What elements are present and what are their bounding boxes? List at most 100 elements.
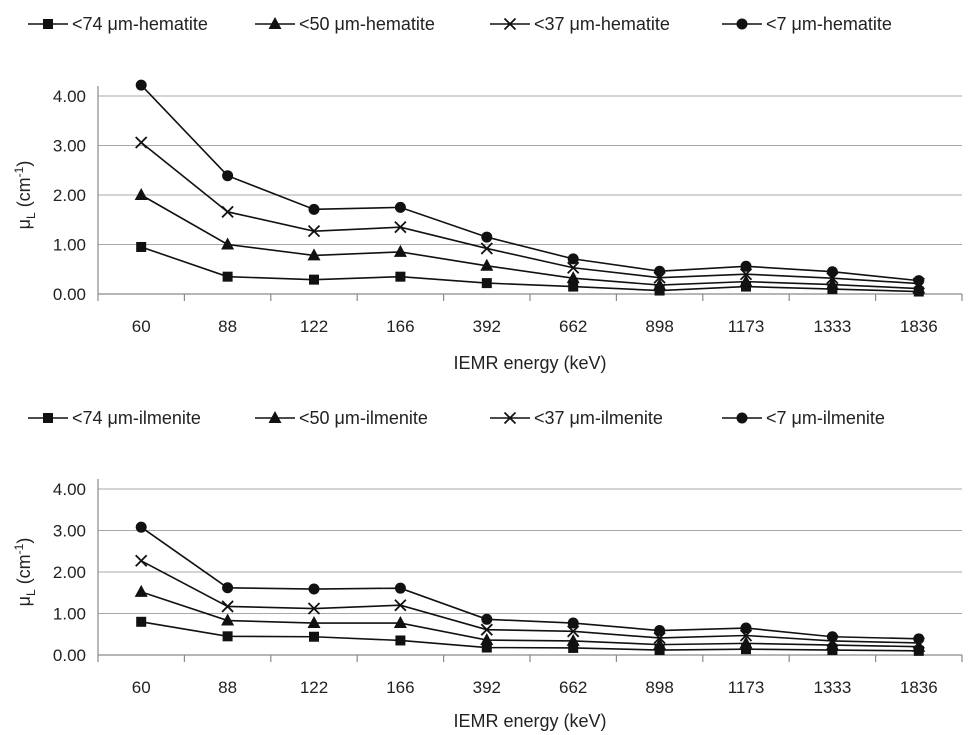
x-tick-label: 898: [645, 317, 673, 336]
x-tick-label: 88: [218, 678, 237, 697]
chart-1: 0.00 1.00 2.00 3.00 4.00 60 88 122 166 392 662 898 1…: [12, 14, 963, 373]
legend-marker: [736, 18, 748, 30]
y-axis-title-part: L: [24, 212, 38, 219]
data-point: [309, 631, 319, 642]
series-line: [141, 621, 919, 652]
data-point: [654, 645, 665, 656]
legend-label: <50 μm-hematite: [299, 14, 435, 34]
x-tick-label: 1333: [813, 317, 851, 336]
legend-marker: [736, 412, 748, 424]
x-tick-label: 122: [300, 317, 328, 336]
y-axis-title-part: (cm: [14, 554, 34, 589]
data-point: [136, 616, 147, 627]
x-tick-label: 122: [300, 678, 328, 697]
data-point: [308, 583, 320, 595]
data-point: [134, 584, 148, 597]
data-point: [135, 554, 148, 567]
chart-2: 0.00 1.00 2.00 3.00 4.00 60 88 122 166 392 662 898 1…: [12, 408, 963, 731]
data-point: [222, 271, 233, 282]
legend-item: <7 μm-ilmenite: [722, 408, 885, 428]
data-point: [739, 268, 753, 281]
data-point: [221, 613, 235, 626]
data-point: [481, 613, 493, 625]
data-point: [221, 205, 234, 218]
legend: <74 μm-ilmenite <50 μm-ilmenite <37 μm-ilm…: [28, 408, 885, 428]
data-point: [136, 241, 147, 252]
x-tick-label: 392: [473, 317, 501, 336]
y-tick-label: 3.00: [53, 522, 86, 541]
data-point: [394, 221, 407, 234]
y-axis-title-part: μ: [14, 596, 34, 606]
x-tick-label: 1836: [900, 678, 938, 697]
legend-label: <50 μm-ilmenite: [299, 408, 428, 428]
data-point: [826, 266, 838, 278]
data-point-stroke-b: [394, 599, 407, 612]
x-tick-label: 1173: [728, 317, 765, 336]
series-cross: [135, 136, 925, 290]
data-point-stroke-b: [567, 625, 580, 638]
data-point-stroke-b: [307, 224, 321, 238]
data-point: [395, 271, 406, 282]
legend-label: <37 μm-ilmenite: [534, 408, 663, 428]
data-point: [480, 633, 494, 646]
series-line: [140, 194, 919, 290]
data-point: [135, 79, 147, 91]
data-point: [567, 617, 579, 629]
data-point: [653, 278, 667, 291]
data-point-stroke-b: [394, 221, 407, 234]
series-square: [136, 616, 924, 656]
data-point: [826, 631, 838, 643]
legend-marker: [503, 17, 517, 31]
data-point: [825, 638, 839, 651]
data-point: [654, 285, 665, 296]
data-point: [393, 616, 407, 629]
y-tick-label: 3.00: [53, 137, 86, 156]
data-point: [567, 625, 580, 638]
data-point: [739, 274, 753, 287]
legend-marker: [43, 19, 53, 29]
legend-item: <50 μm-ilmenite: [255, 408, 428, 428]
legend-label: <74 μm-hematite: [72, 14, 208, 34]
x-tick-label: 1333: [813, 678, 851, 697]
legend-label: <7 μm-hematite: [766, 14, 892, 34]
y-axis-title-part: ): [14, 161, 34, 167]
y-axis-title-part: L: [24, 589, 38, 596]
legend-label: <7 μm-ilmenite: [766, 408, 885, 428]
data-point: [480, 258, 494, 271]
data-point: [566, 271, 580, 284]
data-point-stroke-b: [307, 602, 321, 615]
data-point: [653, 637, 667, 650]
x-tick-label: 898: [645, 678, 673, 697]
data-point: [480, 242, 493, 255]
legend-item: <7 μm-hematite: [722, 14, 892, 34]
data-point: [309, 274, 319, 285]
x-tick-label: 166: [386, 317, 414, 336]
series-circle: [135, 521, 925, 645]
data-point-stroke-b: [221, 205, 234, 218]
data-point-stroke-b: [221, 600, 234, 613]
data-point-stroke-b: [739, 268, 753, 281]
x-tick-label: 60: [132, 678, 151, 697]
data-point: [222, 582, 234, 594]
data-point: [568, 281, 579, 292]
data-point: [912, 281, 926, 294]
series-line: [140, 141, 919, 285]
data-point: [222, 170, 234, 182]
series-line: [140, 526, 919, 640]
y-axis-title-part: ): [14, 538, 34, 544]
data-point: [740, 622, 752, 634]
legend-item: <50 μm-hematite: [255, 14, 435, 34]
y-axis-title-part: -1: [12, 543, 26, 554]
data-point: [221, 237, 235, 250]
data-point: [307, 224, 321, 238]
legend-marker: [268, 411, 282, 423]
y-tick-label: 1.00: [53, 236, 86, 255]
data-point: [307, 602, 321, 615]
y-tick-label: 2.00: [53, 186, 86, 205]
data-point: [481, 231, 493, 243]
data-point: [741, 644, 751, 655]
series-triangle: [134, 584, 926, 652]
data-point: [654, 625, 666, 637]
